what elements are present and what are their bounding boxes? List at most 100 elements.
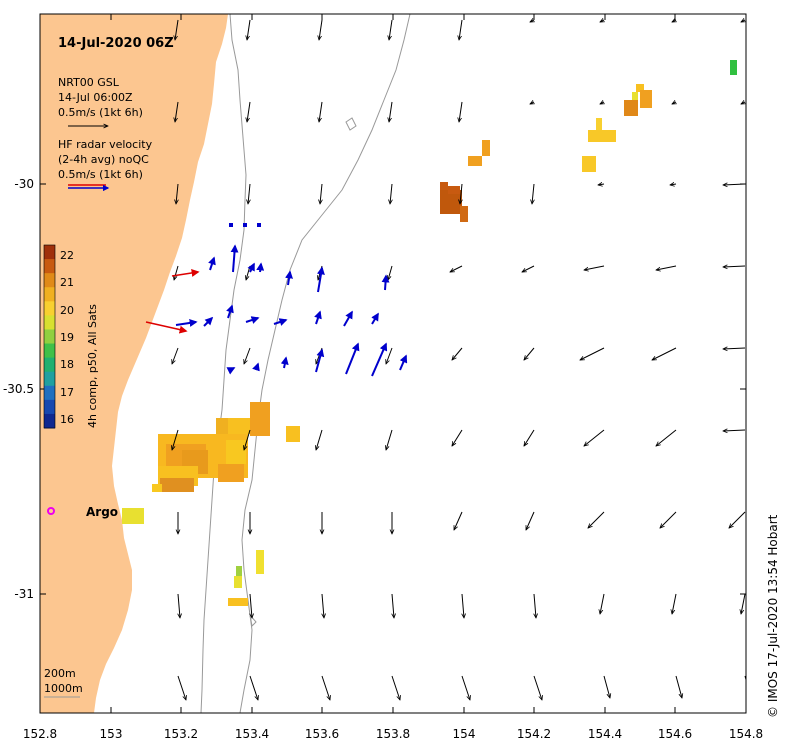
model-current-arrow: [588, 511, 605, 528]
model-current-arrow: [247, 101, 251, 122]
y-tick-label: -30: [14, 177, 34, 191]
model-current-arrows: [172, 19, 746, 700]
colorbar-tick: 18: [60, 358, 74, 371]
model-current-arrow: [321, 675, 330, 700]
model-current-arrow: [246, 265, 251, 280]
radar-velocity-arrow: [208, 256, 216, 271]
colorbar-swatch: [44, 329, 55, 345]
radar-velocity-arrow: [399, 354, 408, 371]
model-current-arrow: [652, 347, 677, 361]
model-current-arrow: [524, 429, 535, 446]
model-legend-line: NRT00 GSL: [58, 76, 120, 89]
model-current-arrow: [175, 101, 179, 122]
sst-pixels: [122, 60, 737, 606]
radar-velocity-arrow: [285, 270, 293, 286]
imos-credit: © IMOS 17-Jul-2020 13:54 Hobart: [766, 514, 780, 718]
model-current-arrow: [319, 19, 323, 40]
x-tick-label: 153.2: [164, 727, 198, 741]
model-current-arrow: [603, 675, 610, 698]
model-current-arrow: [534, 593, 536, 618]
model-current-arrow: [741, 102, 745, 105]
model-current-arrow: [656, 265, 677, 270]
model-current-arrow: [316, 429, 323, 450]
model-current-arrow: [175, 19, 179, 40]
model-current-arrow: [244, 347, 251, 364]
coastal-red-arrows: [145, 269, 200, 334]
radar-velocity-arrow: [226, 367, 236, 375]
model-current-arrow: [675, 675, 682, 698]
model-legend-line: 0.5m/s (1kt 6h): [58, 106, 143, 119]
x-tick-label: 154.6: [658, 727, 692, 741]
model-current-arrow: [176, 183, 178, 204]
radar-velocity-arrow: [280, 356, 289, 369]
y-axis-labels: -30 -30.5 -31: [3, 177, 34, 601]
radar-velocity-arrow: [245, 316, 260, 324]
model-current-arrow: [530, 20, 534, 23]
model-legend-line: 14-Jul 06:00Z: [58, 91, 133, 104]
model-current-arrow: [600, 20, 604, 23]
radar-velocity-arrow: [315, 348, 325, 373]
model-current-arrow: [322, 593, 324, 618]
model-current-arrow: [729, 511, 746, 528]
radar-legend: HF radar velocity (2-4h avg) noQC 0.5m/s…: [58, 138, 153, 192]
radar-velocity-arrow: [273, 318, 288, 326]
model-current-arrow: [392, 593, 394, 618]
radar-legend-line: HF radar velocity: [58, 138, 153, 151]
model-current-arrow: [452, 429, 463, 446]
model-legend: NRT00 GSL 14-Jul 06:00Z 0.5m/s (1kt 6h): [58, 76, 143, 126]
depth-legend-line: 1000m: [44, 682, 83, 695]
model-current-arrow: [390, 183, 392, 204]
model-current-arrow: [389, 101, 393, 122]
colorbar-tick: 22: [60, 249, 74, 262]
model-current-arrow: [741, 20, 745, 23]
model-current-arrow: [174, 265, 179, 280]
colorbar-swatch: [44, 315, 55, 330]
radar-legend-line: (2-4h avg) noQC: [58, 153, 149, 166]
model-current-arrow: [522, 265, 535, 273]
radar-velocity-arrow: [345, 342, 360, 375]
y-tick-label: -31: [14, 587, 34, 601]
radar-velocity-arrow: [226, 304, 234, 319]
colorbar-tick: 17: [60, 386, 74, 399]
x-tick-label: 153.6: [305, 727, 339, 741]
model-current-arrow: [600, 102, 604, 105]
model-current-arrow: [450, 265, 463, 273]
radar-velocity-arrow: [343, 310, 353, 327]
colorbar-swatch: [44, 357, 55, 373]
model-current-arrow: [250, 593, 252, 618]
argo-float-marker: [47, 507, 55, 515]
radar-velocity-arrow: [381, 274, 390, 291]
radar-velocity-arrow: [371, 342, 388, 377]
model-current-arrow: [453, 511, 463, 530]
model-current-arrow: [391, 675, 400, 700]
model-current-arrow: [723, 266, 746, 267]
x-tick-label: 153: [100, 727, 123, 741]
colorbar-tick: 19: [60, 331, 74, 344]
model-current-arrow: [525, 511, 535, 530]
model-current-arrow: [386, 347, 393, 364]
model-current-arrow: [672, 102, 676, 105]
map-title: 14-Jul-2020 06Z: [58, 36, 174, 51]
radar-velocity-arrow: [252, 362, 260, 372]
model-current-arrow: [177, 675, 186, 700]
model-current-arrow: [244, 429, 251, 450]
model-current-arrow: [319, 101, 323, 122]
model-current-arrow: [533, 675, 542, 700]
model-current-arrow: [656, 429, 677, 446]
colorbar-tick: 21: [60, 276, 74, 289]
colorbar-swatch: [44, 273, 55, 288]
colorbar-swatch: [44, 371, 55, 387]
axis-ticks: [39, 14, 747, 713]
model-current-arrow: [584, 429, 605, 446]
argo-label: Argo: [86, 505, 118, 519]
colorbar-swatch: [44, 245, 55, 260]
model-current-arrow: [530, 102, 534, 105]
x-tick-label: 154: [453, 727, 476, 741]
model-current-arrow: [247, 19, 251, 40]
model-current-arrow: [386, 429, 393, 450]
radar-velocity-arrow: [247, 262, 255, 273]
model-current-arrow: [584, 265, 605, 270]
radar-velocity-arrow: [314, 310, 322, 325]
sst-colorbar: 22 21 20 19 18 17 16 4h comp, p50, All S…: [43, 244, 99, 429]
